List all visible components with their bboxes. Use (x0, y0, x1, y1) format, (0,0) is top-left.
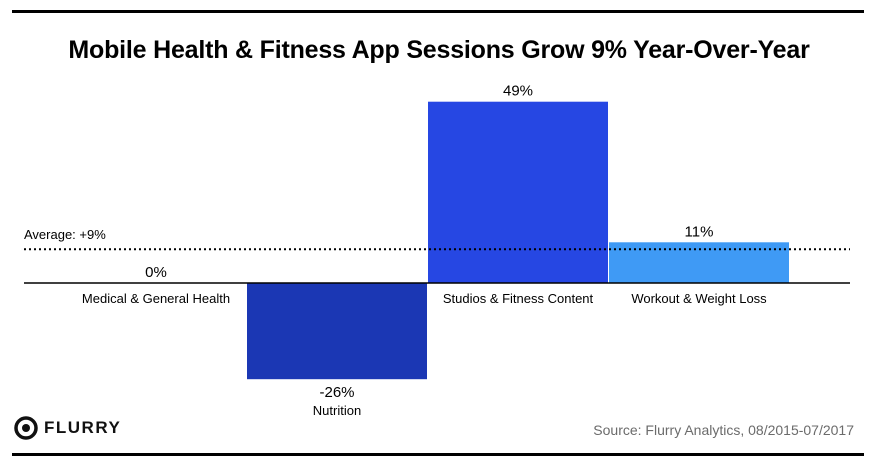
average-label: Average: +9% (24, 227, 106, 242)
flurry-logo-icon (14, 416, 38, 440)
value-label-1: -26% (319, 384, 354, 401)
value-label-3: 11% (685, 223, 714, 240)
category-label-2: Studios & Fitness Content (443, 291, 594, 306)
value-label-0: 0% (145, 264, 167, 281)
value-label-2: 49% (503, 83, 533, 100)
top-rule (12, 10, 864, 13)
bar-1 (247, 283, 427, 380)
category-label-3: Workout & Weight Loss (631, 291, 767, 306)
category-label-0: Medical & General Health (82, 291, 230, 306)
logo-text: FLURRY (44, 418, 122, 437)
flurry-logo: FLURRY (14, 416, 121, 440)
chart-title: Mobile Health & Fitness App Sessions Gro… (68, 36, 810, 64)
bottom-rule (12, 453, 864, 456)
category-label-1: Nutrition (313, 403, 361, 418)
source-note: Source: Flurry Analytics, 08/2015-07/201… (593, 422, 854, 438)
bar-2 (428, 101, 608, 283)
